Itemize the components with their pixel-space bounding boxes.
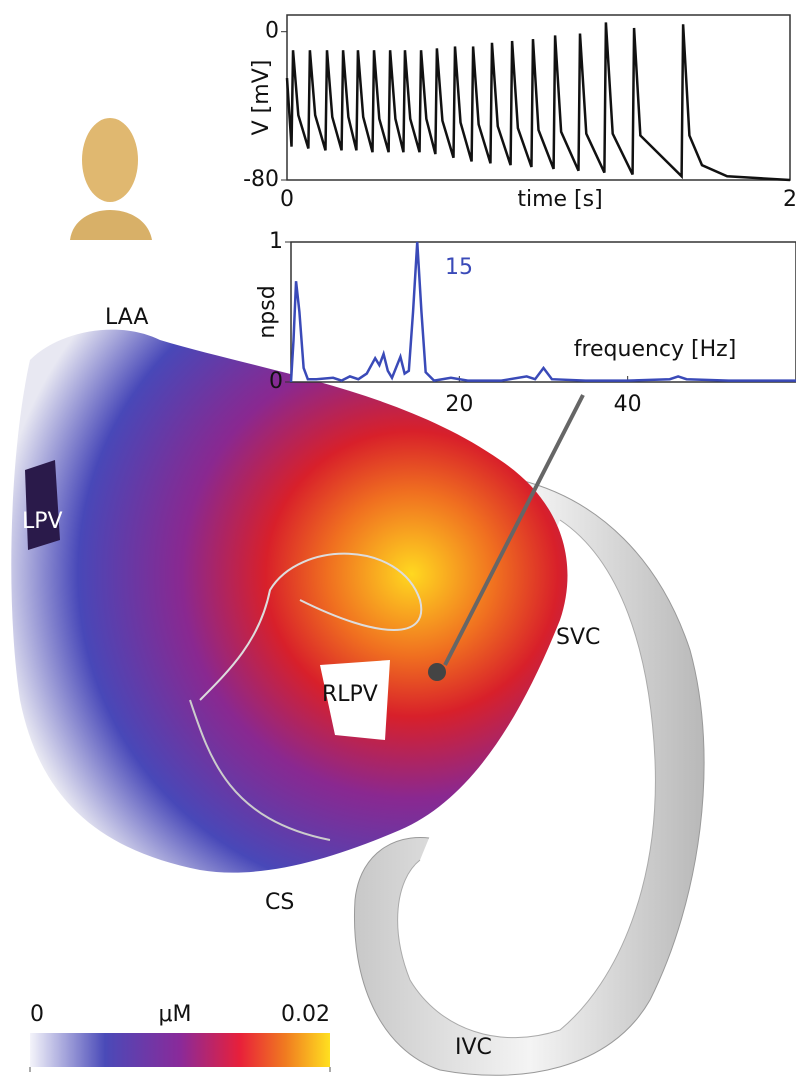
- x-axis-label: time [s]: [517, 187, 602, 212]
- y-tick-label: 1: [269, 229, 283, 254]
- y-tick-label: 0: [269, 369, 283, 394]
- anatomy-label: SVC: [556, 625, 600, 650]
- anatomy-label: LPV: [22, 509, 63, 534]
- anatomy-label: RLPV: [322, 682, 378, 707]
- anatomy-label: IVC: [455, 1035, 492, 1060]
- head-icon-body: [70, 210, 152, 240]
- figure: LAA LPV RLPV SVC CS IVC μM 00.02-80002ti…: [0, 0, 796, 1091]
- y-tick-label: 0: [265, 19, 279, 44]
- colorbar-label: μM: [159, 1002, 192, 1027]
- probe: [428, 663, 446, 681]
- anatomy-label: CS: [265, 890, 294, 915]
- colorbar-tick-label: 0.02: [281, 1002, 330, 1027]
- anatomy-label: LAA: [105, 305, 148, 330]
- y-axis-label: npsd: [255, 285, 280, 338]
- colorbar-tick-label: 0: [30, 1002, 44, 1027]
- peak-annotation: 15: [445, 255, 473, 280]
- y-tick-label: -80: [243, 167, 279, 192]
- y-axis-label: V [mV]: [249, 60, 274, 136]
- x-tick-label: 2: [783, 187, 796, 212]
- x-tick-label: 20: [445, 392, 473, 417]
- x-tick-label: 0: [280, 187, 294, 212]
- lpv-hole: [25, 460, 60, 550]
- head-icon: [82, 118, 138, 202]
- x-axis-label: frequency [Hz]: [574, 337, 737, 362]
- colorbar: [30, 1033, 330, 1067]
- x-tick-label: 40: [614, 392, 642, 417]
